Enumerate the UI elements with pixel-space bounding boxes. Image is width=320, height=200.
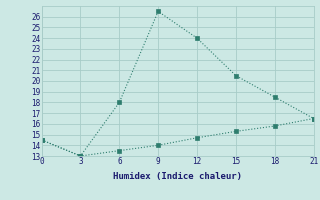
X-axis label: Humidex (Indice chaleur): Humidex (Indice chaleur) xyxy=(113,172,242,181)
